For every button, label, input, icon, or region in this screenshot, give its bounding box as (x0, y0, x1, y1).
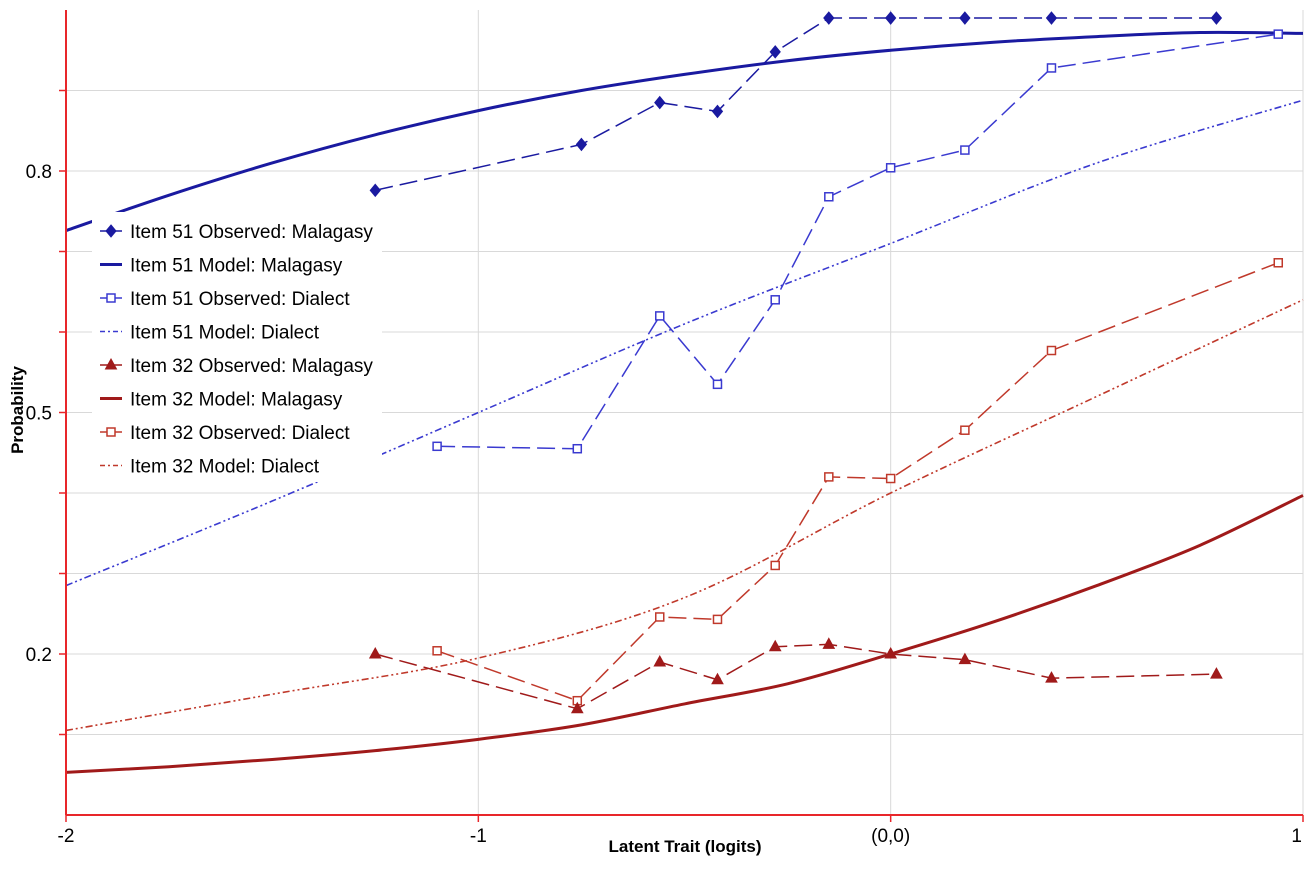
data-point (1210, 667, 1223, 679)
legend-label: Item 51 Model: Dialect (130, 323, 320, 344)
data-point (711, 672, 724, 685)
series-line (65, 299, 1304, 732)
series-item-51-model-dialect (65, 99, 1304, 587)
legend-label: Item 32 Observed: Malagasy (130, 356, 373, 377)
series-item-32-model-malagasy (65, 494, 1304, 774)
data-point (368, 646, 382, 659)
legend-item: Item 32 Model: Malagasy (100, 390, 343, 411)
x-tick-label: -2 (58, 826, 75, 847)
data-point (824, 192, 834, 202)
data-point (770, 295, 780, 305)
x-axis-title: Latent Trait (logits) (609, 837, 762, 856)
data-point (655, 612, 665, 622)
data-point (654, 95, 666, 110)
data-point (575, 137, 588, 152)
data-point (960, 145, 970, 155)
data-point (959, 11, 971, 25)
legend: Item 51 Observed: Malagasy Item 51 Model:… (92, 212, 382, 482)
data-point (369, 183, 381, 198)
series-layer (65, 11, 1304, 774)
legend-marker (104, 357, 118, 370)
tick-labels: 0.2 0.5 0.8 -2 -1 (0,0) 1 (26, 162, 1302, 847)
axes (59, 10, 1304, 822)
data-point (958, 652, 972, 665)
data-point (960, 425, 970, 435)
legend-marker (105, 224, 117, 238)
legend-label: Item 32 Model: Dialect (130, 457, 320, 478)
legend-item: Item 51 Model: Dialect (100, 323, 320, 344)
series-line (437, 33, 1279, 450)
series-line (436, 262, 1279, 702)
x-tick-label: -1 (470, 826, 487, 847)
legend-item: Item 51 Observed: Dialect (100, 289, 350, 310)
y-tick-label: 0.5 (26, 404, 52, 425)
data-point (822, 637, 836, 649)
data-point (712, 614, 723, 625)
data-point (653, 655, 667, 667)
series-item-51-observed-malagasy (369, 11, 1223, 198)
data-point (572, 443, 583, 454)
legend-label: Item 51 Observed: Malagasy (130, 222, 373, 243)
series-item-51-observed-dialect (432, 29, 1284, 454)
data-point (1045, 671, 1058, 683)
data-point (711, 104, 724, 119)
legend-marker (106, 427, 116, 437)
data-point (769, 45, 781, 59)
data-point (432, 646, 442, 656)
series-line (65, 99, 1304, 587)
legend-label: Item 51 Observed: Dialect (130, 289, 350, 310)
data-point (712, 379, 723, 390)
data-point (885, 473, 896, 484)
series-item-51-model-malagasy (65, 30, 1304, 232)
data-point (823, 11, 835, 25)
x-tick-label: (0,0) (871, 826, 910, 847)
series-line (65, 494, 1304, 774)
y-tick-label: 0.2 (26, 645, 52, 666)
legend-marker (106, 293, 116, 303)
data-point (824, 472, 834, 482)
y-tick-label: 0.8 (26, 162, 52, 183)
data-point (570, 701, 584, 714)
data-point (885, 11, 897, 25)
x-tick-label: 1 (1291, 826, 1302, 847)
legend-label: Item 51 Model: Malagasy (130, 256, 343, 277)
series-line (375, 17, 1217, 192)
data-point (1046, 63, 1057, 73)
data-point (1046, 345, 1057, 356)
series-line (375, 643, 1217, 710)
data-point (1273, 258, 1284, 268)
legend-item: Item 32 Observed: Dialect (100, 423, 350, 444)
y-axis-title: Probability (8, 366, 27, 454)
legend-item: Item 32 Model: Dialect (100, 457, 320, 478)
legend-item: Item 51 Model: Malagasy (100, 256, 343, 277)
legend-background (92, 212, 382, 482)
series-item-32-observed-malagasy (368, 637, 1223, 714)
legend-label: Item 32 Model: Malagasy (130, 390, 343, 411)
data-point (655, 311, 665, 321)
data-point (770, 560, 780, 571)
legend-label: Item 32 Observed: Dialect (130, 423, 350, 444)
series-item-32-model-dialect (65, 299, 1304, 732)
data-point (768, 639, 782, 652)
data-point (885, 163, 896, 173)
legend-item: Item 32 Observed: Malagasy (100, 356, 373, 377)
data-point (1210, 11, 1223, 25)
series-line (65, 30, 1304, 232)
data-point (884, 646, 898, 659)
data-point (1273, 29, 1284, 39)
series-item-32-observed-dialect (432, 258, 1284, 706)
data-point (1045, 11, 1058, 25)
legend-item: Item 51 Observed: Malagasy (100, 222, 373, 243)
data-point (432, 441, 442, 452)
